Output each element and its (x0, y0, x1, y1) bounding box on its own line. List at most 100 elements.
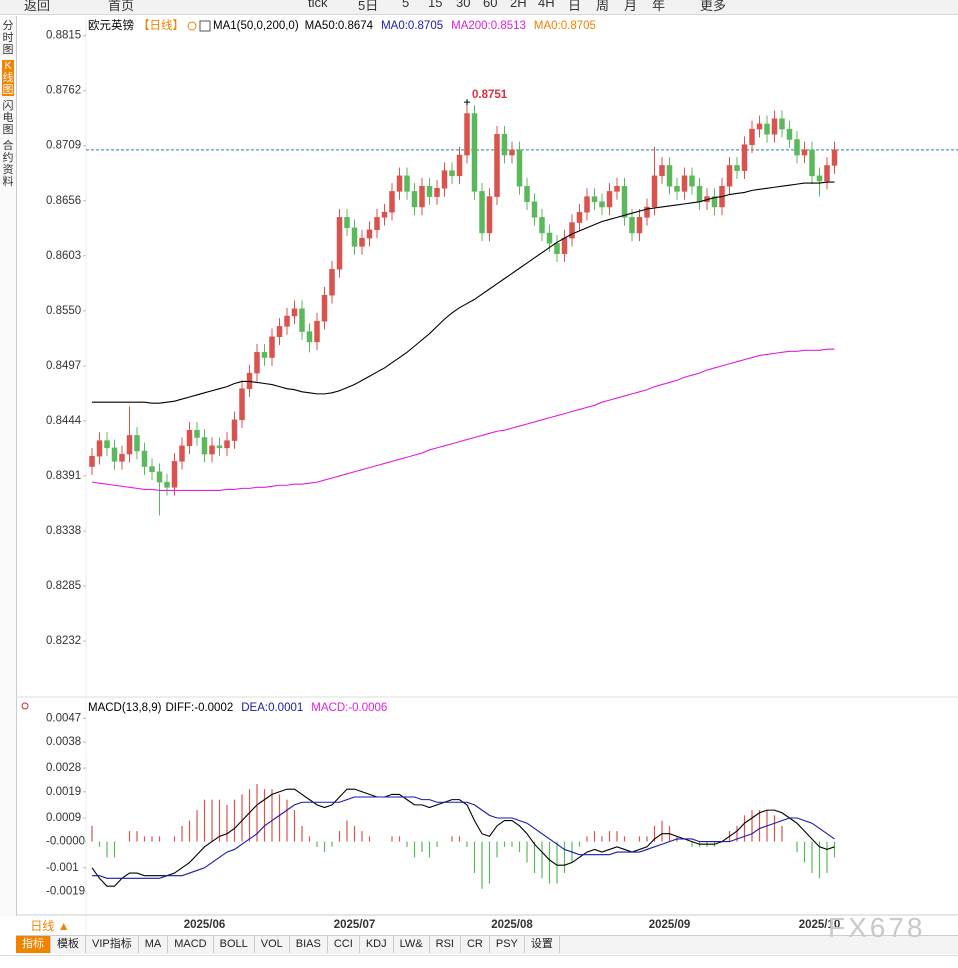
candle-body (306, 331, 313, 343)
x-tick-label: 2025/09 (649, 919, 691, 931)
candle-body (396, 175, 403, 192)
sidebar-tab[interactable]: 闪电图 (2, 100, 14, 136)
indicator-tab[interactable]: KDJ (360, 936, 394, 953)
y-tick-label: 0.8232 (46, 635, 81, 647)
candle-body (104, 440, 110, 449)
indicator-tab[interactable]: CCI (328, 936, 360, 953)
candle-body (299, 308, 305, 332)
candle-body (149, 466, 155, 473)
candle-body (606, 191, 613, 208)
legend-entry: MA0:0.8705 (381, 20, 443, 32)
candle-body (771, 118, 778, 135)
indicator-tab[interactable]: MA (139, 936, 169, 953)
candle-body (464, 113, 470, 156)
candle-body (224, 440, 230, 449)
toolbar-button[interactable]: 周 (596, 0, 610, 13)
candle-body (681, 175, 688, 192)
candle-body (486, 196, 493, 234)
candle-body (209, 445, 215, 455)
indicator-tab[interactable]: VIP指标 (86, 936, 139, 953)
candle-body (419, 185, 425, 208)
candle-body (666, 165, 673, 187)
candle-body (741, 144, 748, 171)
candle-body (479, 191, 485, 234)
toolbar-button[interactable]: 4H (538, 0, 555, 10)
candle-body (501, 134, 508, 156)
candle-body (786, 128, 793, 140)
candle-body (194, 429, 200, 438)
candle-body (531, 201, 538, 218)
period-selector[interactable]: 日线 ▲ (30, 919, 70, 933)
y-tick-label: 0.0047 (46, 712, 81, 724)
toolbar-button[interactable]: 更多 (700, 0, 727, 13)
y-tick-label: -0.0019 (46, 885, 85, 897)
candle-body (494, 134, 500, 197)
add-icon (187, 21, 197, 31)
candle-body (389, 191, 395, 213)
candle-body (576, 211, 583, 223)
candle-body (816, 175, 823, 182)
indicator-name: MA1(50,0,200,0) (213, 20, 299, 32)
y-tick-label: 0.0028 (46, 762, 81, 774)
indicator-tab[interactable]: PSY (490, 936, 525, 953)
indicator-icon (199, 20, 211, 32)
indicator-tab[interactable]: RSI (430, 936, 461, 953)
candle-body (524, 185, 530, 203)
candle-body (291, 308, 298, 317)
y-tick-label: 0.8444 (46, 415, 82, 427)
toolbar-button[interactable]: 60 (483, 0, 498, 10)
candle-body (344, 217, 350, 228)
toolbar-button[interactable]: 月 (624, 0, 638, 13)
sidebar-tab[interactable]: 合约资料 (2, 140, 14, 188)
indicator-tab[interactable]: 设置 (525, 936, 560, 953)
toolbar-button[interactable]: 5日 (358, 0, 379, 13)
indicator-tab[interactable]: MACD (168, 936, 214, 953)
toolbar-button[interactable]: 2H (510, 0, 527, 10)
y-tick-label: -0.001 (46, 862, 79, 874)
candle-body (434, 188, 440, 197)
sidebar-tab[interactable]: K线图 (2, 60, 14, 96)
candle-body (546, 232, 553, 244)
candle-body (824, 165, 830, 182)
candle-body (111, 447, 118, 462)
indicator-tab[interactable]: LW& (394, 936, 430, 953)
candle-body (629, 217, 635, 234)
indicator-tab[interactable]: BIAS (290, 936, 328, 953)
toolbar-button[interactable]: 日 (568, 0, 582, 13)
candle-body (426, 185, 433, 197)
y-tick-label: 0.0019 (46, 786, 81, 798)
candle-body (509, 149, 515, 156)
toolbar-button[interactable]: 年 (652, 0, 666, 13)
candle-body (314, 320, 320, 343)
candle-body (321, 294, 328, 322)
y-tick-label: 0.8762 (46, 85, 81, 97)
indicator-tab[interactable]: VOL (255, 936, 290, 953)
watermark: FX678 (828, 912, 926, 943)
indicator-tab[interactable]: 模板 (51, 936, 86, 953)
candle-body (404, 175, 410, 192)
toolbar-button[interactable]: 30 (456, 0, 471, 10)
candle-body (539, 217, 545, 234)
candle-body (801, 149, 808, 156)
toolbar-button[interactable]: 首页 (108, 0, 135, 13)
candle-body (186, 429, 193, 447)
indicator-tab[interactable]: 指标 (16, 936, 51, 953)
y-tick-label: 0.8709 (46, 140, 81, 152)
x-tick-label: 2025/08 (491, 919, 533, 931)
x-tick-label: 2025/06 (184, 919, 226, 931)
candle-body (591, 196, 598, 203)
candle-body (156, 471, 163, 483)
candle-body (269, 336, 275, 358)
toolbar-button[interactable]: tick (308, 0, 328, 10)
toolbar-button[interactable]: 15 (428, 0, 443, 10)
toolbar-button[interactable]: 5 (402, 0, 410, 10)
toolbar-button[interactable]: 返回 (24, 0, 51, 13)
candle-body (96, 440, 103, 457)
settings-icon[interactable] (21, 702, 29, 710)
sidebar-tab[interactable]: 分时图 (2, 20, 14, 56)
candle-body (569, 222, 575, 239)
candle-body (809, 149, 815, 177)
x-tick-label: 2025/07 (334, 919, 376, 931)
indicator-tab[interactable]: CR (461, 936, 490, 953)
indicator-tab[interactable]: BOLL (214, 936, 255, 953)
